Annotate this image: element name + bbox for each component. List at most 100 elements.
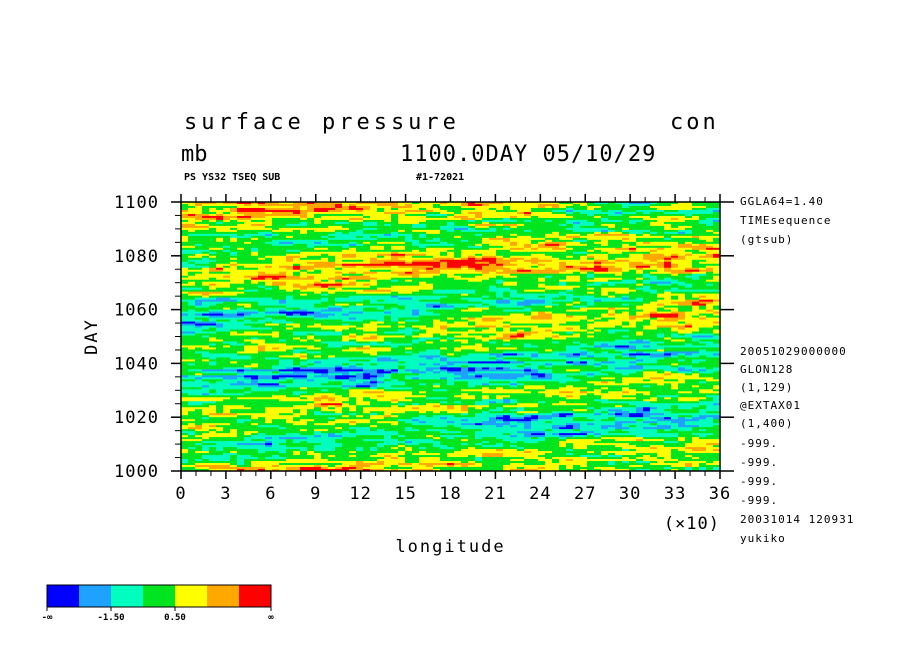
heatmap-cell [384, 253, 392, 257]
heatmap-cell [545, 213, 553, 217]
heatmap-cell [384, 277, 392, 281]
heatmap-cell [531, 247, 539, 251]
heatmap-cell [566, 209, 574, 213]
heatmap-cell [608, 231, 616, 235]
heatmap-cell [202, 277, 210, 281]
heatmap-cell [664, 275, 672, 279]
heatmap-cell [349, 213, 357, 217]
heatmap-cell [195, 297, 203, 301]
heatmap-cell [209, 291, 217, 295]
heatmap-cell [482, 269, 490, 273]
heatmap-cell [524, 303, 532, 307]
heatmap-cell [678, 311, 686, 314]
heatmap-cell [692, 221, 700, 225]
heatmap-cell [531, 275, 539, 279]
heatmap-cell [489, 227, 497, 231]
heatmap-cell [335, 237, 343, 241]
heatmap-cell [188, 281, 196, 285]
heatmap-cell [433, 283, 441, 287]
heatmap-cell [230, 239, 238, 243]
heatmap-cell [489, 239, 497, 243]
heatmap-cell [503, 217, 511, 221]
heatmap-cell [335, 283, 343, 287]
heatmap-cell [650, 267, 658, 271]
heatmap-cell [216, 279, 224, 283]
heatmap-cell [356, 277, 364, 281]
heatmap-cell [426, 299, 434, 303]
heatmap-cell [391, 221, 399, 225]
heatmap-cell [587, 313, 595, 316]
heatmap-cell [454, 251, 462, 255]
heatmap-cell [531, 327, 539, 330]
heatmap-cell [286, 249, 294, 253]
heatmap-cell [503, 227, 511, 231]
heatmap-cell [265, 313, 273, 316]
heatmap-cell [580, 287, 588, 291]
heatmap-cell [377, 275, 385, 279]
heatmap-cell [454, 217, 462, 221]
heatmap-cell [314, 217, 322, 221]
heatmap-cell [433, 317, 441, 320]
heatmap-cell [615, 327, 623, 330]
heatmap-cell [566, 315, 574, 318]
heatmap-cell [622, 243, 630, 247]
heatmap-cell [398, 225, 406, 229]
heatmap-cell [384, 209, 392, 213]
heatmap-cell [335, 325, 343, 328]
heatmap-cell [643, 281, 651, 285]
heatmap-cell [293, 211, 301, 215]
heatmap-cell [587, 261, 595, 265]
heatmap-cell [671, 213, 679, 217]
heatmap-cell [328, 241, 336, 245]
heatmap-cell [454, 202, 462, 205]
heatmap-cell [258, 281, 266, 285]
heatmap-cell [538, 243, 546, 247]
heatmap-cell [496, 249, 504, 253]
heatmap-cell [664, 321, 672, 324]
heatmap-cell [251, 275, 259, 279]
heatmap-cell [286, 213, 294, 217]
heatmap-cell [587, 235, 595, 239]
heatmap-cell [461, 323, 469, 326]
heatmap-cell [538, 202, 546, 205]
heatmap-cell [447, 219, 455, 223]
heatmap-cell [440, 303, 448, 307]
heatmap-cell [258, 309, 266, 312]
heatmap-cell [188, 231, 196, 235]
heatmap-cell [230, 235, 238, 239]
heatmap-cell [412, 273, 420, 277]
heatmap-cell [524, 291, 532, 295]
heatmap-cell [286, 215, 294, 219]
heatmap-cell [615, 239, 623, 243]
heatmap-cell [559, 219, 567, 223]
heatmap-cell [643, 245, 651, 249]
heatmap-cell [678, 301, 686, 305]
heatmap-cell [216, 327, 224, 330]
heatmap-cell [538, 307, 546, 310]
heatmap-cell [230, 241, 238, 245]
heatmap-cell [286, 202, 294, 205]
heatmap-cell [461, 309, 469, 312]
heatmap-cell [237, 305, 245, 308]
heatmap-cell [202, 319, 210, 322]
heatmap-cell [412, 241, 420, 245]
heatmap-cell [601, 203, 609, 207]
heatmap-cell [293, 305, 301, 308]
heatmap-cell [692, 265, 700, 269]
heatmap-cell [181, 315, 189, 318]
heatmap-cell [314, 283, 322, 287]
heatmap-cell [230, 281, 238, 285]
heatmap-cell [706, 281, 714, 285]
heatmap-cell [587, 251, 595, 255]
heatmap-cell [321, 287, 329, 291]
heatmap-cell [559, 269, 567, 273]
heatmap-cell [363, 321, 371, 324]
heatmap-cell [454, 311, 462, 314]
heatmap-cell [251, 202, 259, 205]
heatmap-cell [510, 249, 518, 253]
heatmap-cell [426, 247, 434, 251]
heatmap-cell [475, 219, 483, 223]
heatmap-cell [594, 227, 602, 231]
heatmap-cell [573, 315, 581, 318]
heatmap-cell [692, 301, 700, 305]
